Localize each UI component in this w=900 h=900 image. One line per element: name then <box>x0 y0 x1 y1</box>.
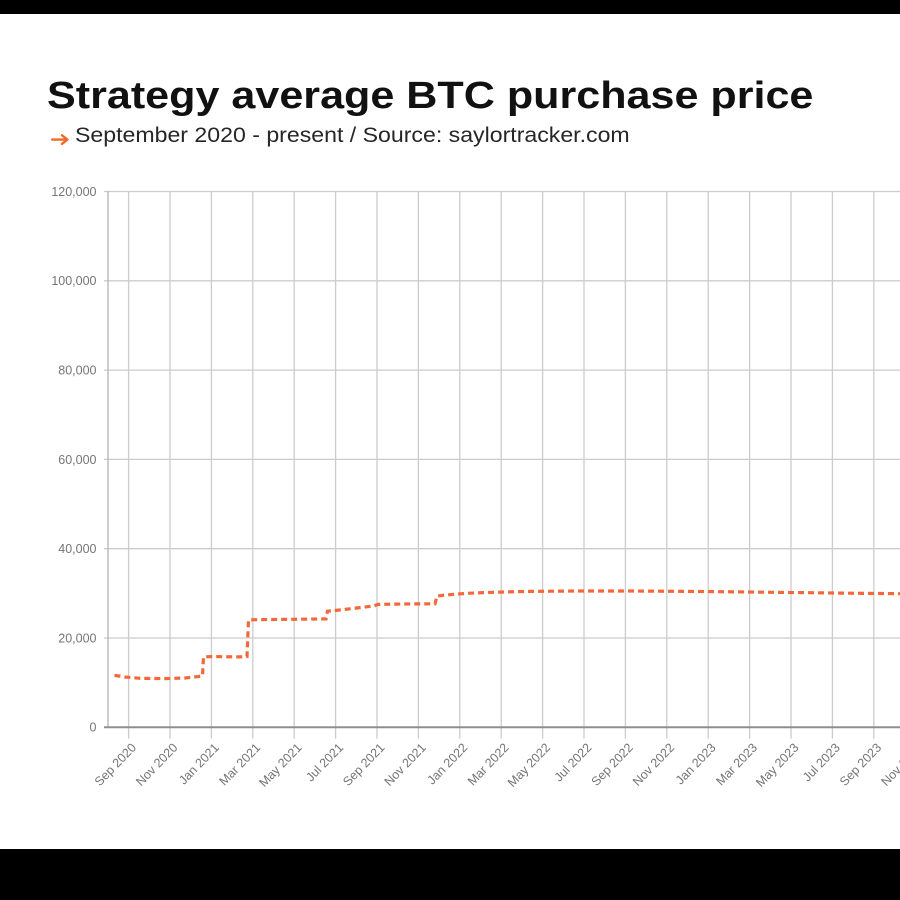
svg-text:80,000: 80,000 <box>58 364 96 378</box>
svg-text:May 2022: May 2022 <box>505 741 553 790</box>
svg-text:0: 0 <box>90 721 97 735</box>
svg-text:Nov 2020: Nov 2020 <box>133 741 180 789</box>
svg-text:Jul 2021: Jul 2021 <box>303 741 346 785</box>
svg-text:60,000: 60,000 <box>58 453 96 467</box>
svg-text:Jan 2023: Jan 2023 <box>673 741 719 788</box>
svg-text:Sep 2021: Sep 2021 <box>340 741 387 789</box>
svg-text:Nov 2022: Nov 2022 <box>630 741 677 789</box>
svg-text:Jul 2022: Jul 2022 <box>552 741 595 785</box>
svg-text:Sep 2022: Sep 2022 <box>589 741 636 789</box>
svg-text:120,000: 120,000 <box>51 185 96 199</box>
svg-text:Jul 2023: Jul 2023 <box>800 741 843 785</box>
svg-text:40,000: 40,000 <box>58 542 96 556</box>
svg-text:Sep 2020: Sep 2020 <box>92 741 139 789</box>
svg-text:20,000: 20,000 <box>58 631 96 645</box>
svg-text:May 2023: May 2023 <box>753 741 801 790</box>
svg-text:Nov 2021: Nov 2021 <box>382 741 429 789</box>
svg-text:Sep 2023: Sep 2023 <box>837 741 884 789</box>
svg-text:May 2021: May 2021 <box>256 741 304 790</box>
svg-text:Jan 2021: Jan 2021 <box>176 741 222 788</box>
svg-text:Jan 2022: Jan 2022 <box>424 741 470 788</box>
svg-text:100,000: 100,000 <box>51 274 96 288</box>
